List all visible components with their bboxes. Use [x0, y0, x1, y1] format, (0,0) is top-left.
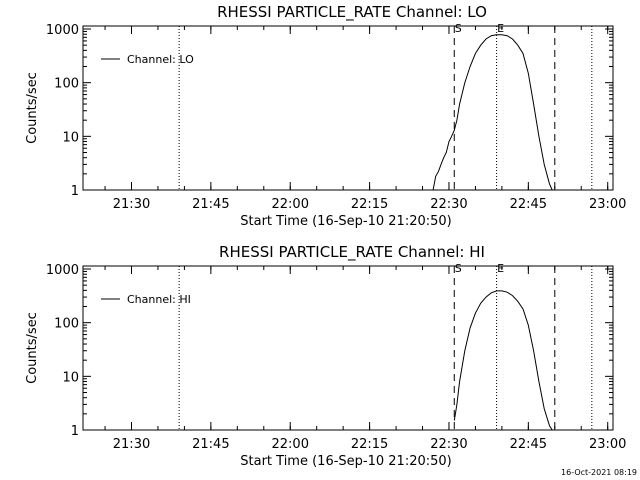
- plot-frame: [82, 25, 614, 191]
- x-ticks: 21:30 21:45 22:00 22:15 22:30 22:45 23:00: [104, 266, 626, 452]
- y-tick-label: 10: [62, 130, 79, 145]
- legend: Channel: HI: [101, 293, 191, 306]
- flare-marker-label: E: [497, 262, 504, 275]
- legend: Channel: LO: [101, 53, 194, 66]
- y-tick-label: 100: [54, 317, 79, 332]
- flare-marker-label: S: [455, 262, 462, 275]
- x-tick-label: 22:15: [351, 197, 388, 212]
- y-tick-label: 100: [54, 77, 79, 92]
- x-tick-label: 22:30: [430, 437, 467, 452]
- x-tick-label: 21:30: [113, 197, 150, 212]
- x-tick-label: 21:45: [192, 197, 229, 212]
- x-tick-label: 21:30: [113, 437, 150, 452]
- data-series: [453, 290, 553, 431]
- plot-frame: [82, 265, 614, 431]
- y-axis-label: Counts/sec: [25, 312, 40, 384]
- y-ticks: 1 10 100 1000: [46, 263, 613, 439]
- y-tick-label: 1: [71, 184, 79, 199]
- x-axis-label: Start Time (16-Sep-10 21:20:50): [240, 454, 451, 469]
- x-tick-label: 23:00: [589, 197, 626, 212]
- x-tick-label: 21:45: [192, 437, 229, 452]
- series-line: [453, 290, 553, 431]
- chart-title: RHESSI PARTICLE_RATE Channel: HI: [219, 243, 485, 262]
- y-tick-label: 1: [71, 424, 79, 439]
- y-tick-label: 10: [62, 370, 79, 385]
- chart-title: RHESSI PARTICLE_RATE Channel: LO: [217, 3, 487, 22]
- legend-entry: Channel: LO: [127, 53, 194, 66]
- generation-timestamp: 16-Oct-2021 08:19: [561, 468, 637, 477]
- legend-entry: Channel: HI: [127, 293, 191, 306]
- flare-marker-label: E: [497, 22, 504, 35]
- x-ticks: 21:30 21:45 22:00 22:15 22:30 22:45 23:00: [104, 26, 626, 212]
- series-line: [432, 34, 553, 191]
- x-tick-label: 22:30: [430, 197, 467, 212]
- data-series: [432, 34, 553, 191]
- x-tick-label: 22:45: [510, 437, 547, 452]
- x-axis-label: Start Time (16-Sep-10 21:20:50): [240, 214, 451, 229]
- x-tick-label: 22:00: [272, 437, 309, 452]
- chart-panel-lo: RHESSI PARTICLE_RATE Channel: LO Start T…: [25, 3, 626, 229]
- y-ticks: 1 10 100 1000: [46, 23, 613, 199]
- y-tick-label: 1000: [46, 23, 79, 38]
- x-tick-label: 22:15: [351, 437, 388, 452]
- y-tick-label: 1000: [46, 263, 79, 278]
- chart-panel-hi: RHESSI PARTICLE_RATE Channel: HI Start T…: [25, 243, 626, 469]
- y-axis-label: Counts/sec: [25, 72, 40, 144]
- x-tick-label: 22:45: [510, 197, 547, 212]
- x-tick-label: 22:00: [272, 197, 309, 212]
- flare-marker-label: S: [455, 22, 462, 35]
- x-tick-label: 23:00: [589, 437, 626, 452]
